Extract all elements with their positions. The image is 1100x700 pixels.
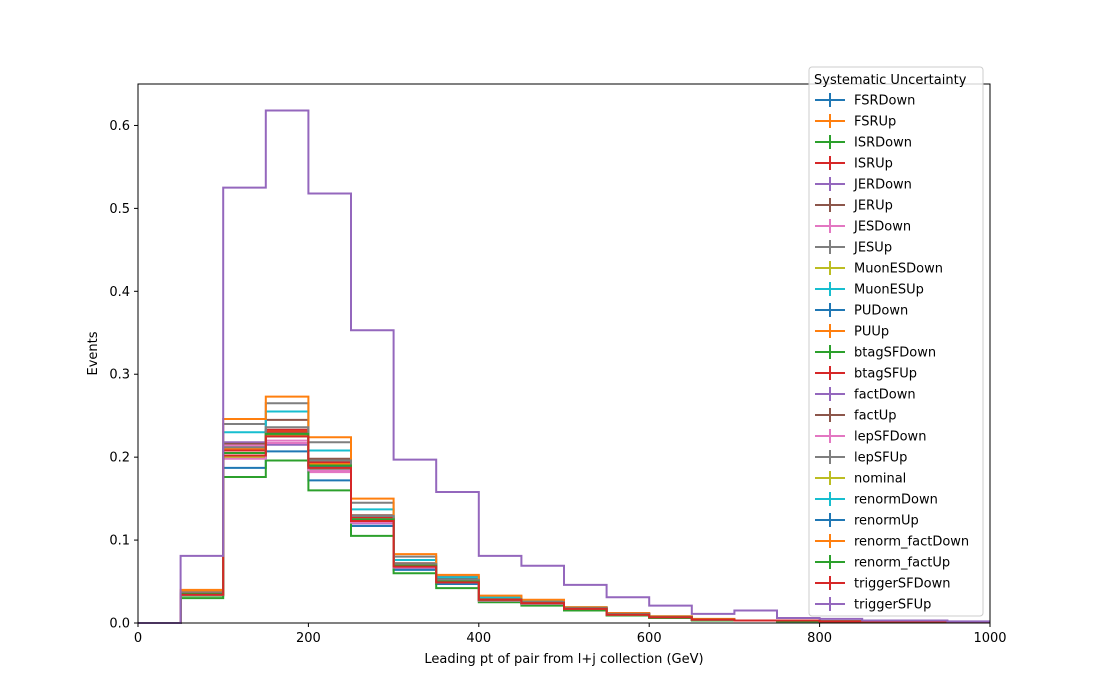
y-tick-label: 0.0 — [109, 617, 130, 632]
legend-entry-btagSFUp: btagSFUp — [815, 366, 917, 382]
legend-label: factDown — [854, 388, 916, 403]
legend-label: ISRUp — [854, 157, 893, 172]
legend-entry-lepSFUp: lepSFUp — [815, 450, 907, 466]
axes-frame — [137, 83, 991, 624]
legend-label: lepSFUp — [854, 451, 907, 466]
legend-label: FSRUp — [854, 115, 896, 130]
y-tick-label: 0.1 — [109, 534, 130, 549]
legend-label: triggerSFDown — [854, 577, 950, 592]
legend-label: renormUp — [854, 514, 919, 529]
legend-entry-JERUp: JERUp — [815, 198, 893, 214]
legend-entry-JESUp: JESUp — [815, 240, 892, 256]
legend-entry-ISRDown: ISRDown — [815, 135, 912, 151]
legend-label: JERDown — [853, 178, 912, 193]
y-tick-label: 0.3 — [109, 368, 130, 383]
legend-entry-triggerSFUp: triggerSFUp — [815, 597, 931, 613]
legend-label: renorm_factDown — [854, 535, 969, 550]
series-line-triggerSFUp — [138, 109, 990, 624]
legend-box — [808, 66, 984, 617]
legend-label: btagSFUp — [854, 367, 917, 382]
legend-entry-renorm_factUp: renorm_factUp — [815, 555, 950, 571]
legend-label: JESDown — [853, 220, 911, 235]
legend-entry-MuonESDown: MuonESDown — [815, 261, 943, 277]
legend-entry-FSRDown: FSRDown — [815, 93, 915, 109]
x-tick-label: 800 — [807, 631, 832, 646]
series-line-triggerSFDown — [138, 435, 990, 624]
plot-area — [138, 109, 990, 624]
legend-label: factUp — [854, 409, 897, 424]
legend-entry-renorm_factDown: renorm_factDown — [815, 534, 969, 550]
y-tick-label: 0.4 — [109, 285, 130, 300]
legend-entry-PUDown: PUDown — [815, 303, 908, 319]
x-tick-label: 600 — [637, 631, 662, 646]
legend-entry-factUp: factUp — [815, 408, 897, 424]
x-tick-label: 1000 — [973, 631, 1006, 646]
legend-label: lepSFDown — [854, 430, 926, 445]
x-tick-label: 200 — [296, 631, 321, 646]
legend-label: PUUp — [854, 325, 889, 340]
legend-label: JERUp — [853, 199, 893, 214]
legend-entry-renormUp: renormUp — [815, 513, 919, 529]
legend-entry-PUUp: PUUp — [815, 324, 889, 340]
legend-label: btagSFDown — [854, 346, 936, 361]
x-tick-label: 0 — [134, 631, 142, 646]
legend-entry-MuonESUp: MuonESUp — [815, 282, 924, 298]
legend-label: triggerSFUp — [854, 598, 931, 613]
x-axis-ticks: 0 200 400 600 800 1000 — [134, 623, 1007, 646]
legend-label: PUDown — [854, 304, 908, 319]
legend-entry-ISRUp: ISRUp — [815, 156, 893, 172]
legend-title: Systematic Uncertainty — [814, 73, 967, 88]
legend-entry-btagSFDown: btagSFDown — [815, 345, 936, 361]
legend-label: MuonESDown — [854, 262, 943, 277]
legend-entry-nominal: nominal — [815, 471, 906, 487]
legend-entry-JERDown: JERDown — [815, 177, 912, 193]
y-tick-label: 0.6 — [109, 119, 130, 134]
legend-label: nominal — [854, 472, 906, 487]
legend-entry-factDown: factDown — [815, 387, 916, 403]
x-tick-label: 400 — [466, 631, 491, 646]
legend-entry-JESDown: JESDown — [815, 219, 911, 235]
legend-label: JESUp — [853, 241, 892, 256]
y-axis-ticks: 0.0 0.1 0.2 0.3 0.4 0.5 0.6 — [109, 119, 138, 632]
legend-label: renorm_factUp — [854, 556, 950, 571]
legend-label: ISRDown — [854, 136, 912, 151]
y-tick-label: 0.2 — [109, 451, 130, 466]
legend: Systematic Uncertainty FSRDown FSRUp ISRDow… — [808, 66, 984, 617]
legend-entry-renormDown: renormDown — [815, 492, 938, 508]
legend-label: FSRDown — [854, 94, 915, 109]
legend-label: renormDown — [854, 493, 938, 508]
y-axis-label: Events — [86, 331, 101, 375]
x-axis-label: Leading pt of pair from l+j collection (… — [424, 652, 703, 667]
legend-entry-lepSFDown: lepSFDown — [815, 429, 926, 445]
legend-label: MuonESUp — [854, 283, 924, 298]
y-tick-label: 0.5 — [109, 202, 130, 217]
legend-entry-FSRUp: FSRUp — [815, 114, 896, 130]
legend-entry-triggerSFDown: triggerSFDown — [815, 576, 950, 592]
